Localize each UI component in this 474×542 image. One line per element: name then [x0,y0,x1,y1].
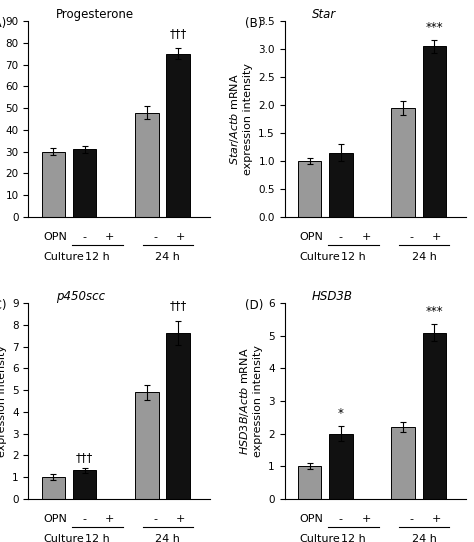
Bar [392,108,415,217]
Text: 24 h: 24 h [411,252,437,262]
Bar [298,161,321,217]
Text: (C): (C) [0,299,6,312]
Bar [392,427,415,499]
Bar [423,333,447,499]
Text: -: - [82,514,87,524]
Bar [329,434,353,499]
Bar [329,152,353,217]
Text: -: - [153,233,157,242]
Text: Culture: Culture [43,534,84,542]
Y-axis label: $\mathit{HSD3B}$/$\mathit{Actb}$ mRNA
expression intensity: $\mathit{HSD3B}$/$\mathit{Actb}$ mRNA ex… [238,345,263,457]
Text: 12 h: 12 h [341,252,366,262]
Text: HSD3B: HSD3B [312,291,353,304]
Text: †††: ††† [170,299,187,312]
Text: -: - [339,233,343,242]
Text: +: + [361,514,371,524]
Text: Progesterone: Progesterone [55,8,134,21]
Text: 12 h: 12 h [85,252,109,262]
Text: Star: Star [312,8,336,21]
Text: +: + [176,514,185,524]
Text: ***: *** [426,21,443,34]
Text: Culture: Culture [299,252,340,262]
Bar [73,150,97,217]
Text: *: * [338,407,344,420]
Text: 24 h: 24 h [155,252,180,262]
Text: -: - [153,514,157,524]
Bar [135,113,159,217]
Text: (A): (A) [0,17,6,30]
Text: 24 h: 24 h [411,534,437,542]
Text: +: + [361,233,371,242]
Bar [42,152,65,217]
Text: +: + [105,514,115,524]
Y-axis label: $\mathit{p450scc}$/$\mathit{Actb}$ mRNA
expression intensity: $\mathit{p450scc}$/$\mathit{Actb}$ mRNA … [0,344,7,459]
Text: OPN: OPN [43,233,67,242]
Bar [423,47,447,217]
Text: -: - [410,514,413,524]
Bar [42,477,65,499]
Text: †††: ††† [76,451,93,464]
Bar [166,333,190,499]
Text: (D): (D) [245,299,263,312]
Text: Culture: Culture [299,534,340,542]
Bar [298,466,321,499]
Bar [135,392,159,499]
Text: -: - [82,233,87,242]
Text: p450scc: p450scc [55,291,105,304]
Text: -: - [410,233,413,242]
Text: 12 h: 12 h [341,534,366,542]
Text: ***: *** [426,305,443,318]
Text: +: + [176,233,185,242]
Text: 24 h: 24 h [155,534,180,542]
Text: +: + [105,233,115,242]
Text: 12 h: 12 h [85,534,109,542]
Text: (B): (B) [245,17,262,30]
Text: Culture: Culture [43,252,84,262]
Bar [73,470,97,499]
Text: -: - [339,514,343,524]
Y-axis label: $\mathit{Star}$/$\mathit{Actb}$ mRNA
expression intensity: $\mathit{Star}$/$\mathit{Actb}$ mRNA exp… [228,63,253,175]
Text: +: + [432,233,441,242]
Text: OPN: OPN [299,514,323,524]
Bar [166,54,190,217]
Text: +: + [432,514,441,524]
Text: †††: ††† [170,27,187,40]
Text: OPN: OPN [299,233,323,242]
Text: OPN: OPN [43,514,67,524]
